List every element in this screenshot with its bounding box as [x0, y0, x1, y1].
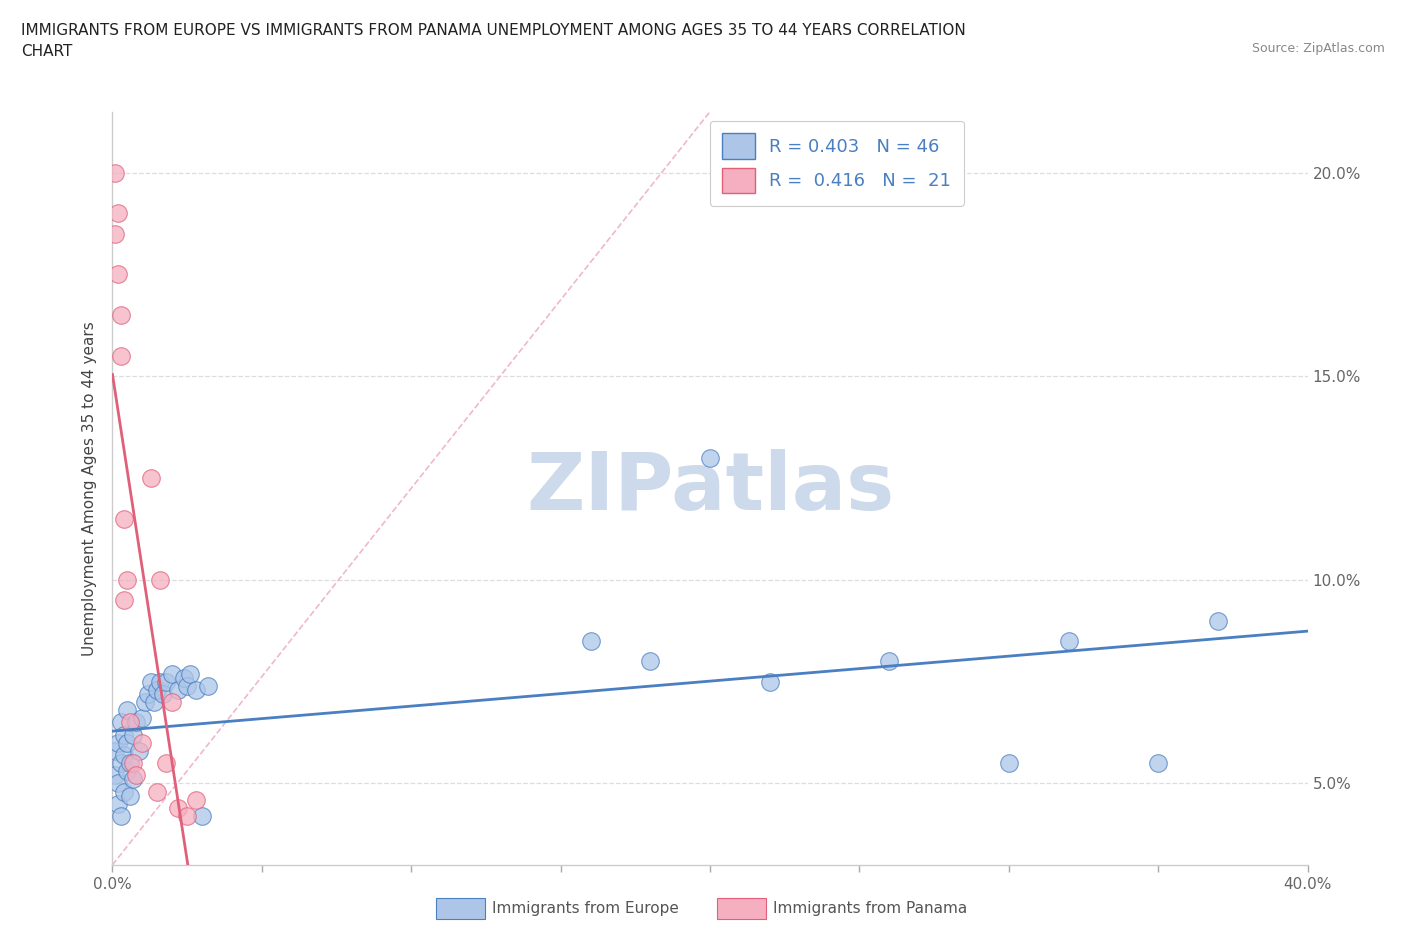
Point: [114, 592, 135, 607]
Point: [104, 166, 127, 180]
Point: [173, 671, 195, 685]
Point: [191, 808, 214, 823]
Point: [146, 683, 169, 698]
Point: [155, 674, 177, 689]
Point: [125, 715, 148, 730]
Point: [110, 308, 132, 323]
Point: [128, 743, 150, 758]
Point: [699, 450, 721, 465]
Point: [138, 686, 160, 701]
Point: [146, 784, 169, 799]
Point: [125, 768, 148, 783]
Point: [186, 792, 208, 807]
Point: [131, 736, 153, 751]
Point: [176, 678, 198, 693]
Point: [114, 784, 135, 799]
Point: [104, 226, 127, 241]
Point: [1206, 613, 1229, 628]
Point: [120, 756, 142, 771]
Point: [143, 695, 166, 710]
Point: [998, 756, 1021, 771]
Point: [176, 808, 198, 823]
Text: ZIPatlas: ZIPatlas: [526, 449, 894, 527]
Text: Immigrants from Europe: Immigrants from Europe: [492, 901, 679, 916]
Point: [640, 654, 662, 669]
Point: [879, 654, 901, 669]
Point: [149, 573, 172, 588]
Point: [122, 727, 145, 742]
Text: IMMIGRANTS FROM EUROPE VS IMMIGRANTS FROM PANAMA UNEMPLOYMENT AMONG AGES 35 TO 4: IMMIGRANTS FROM EUROPE VS IMMIGRANTS FRO…: [21, 23, 966, 60]
Point: [104, 768, 127, 783]
Point: [114, 512, 135, 526]
Text: Source: ZipAtlas.com: Source: ZipAtlas.com: [1251, 42, 1385, 55]
Point: [117, 573, 139, 588]
Point: [110, 349, 132, 364]
Point: [110, 715, 132, 730]
Point: [1057, 633, 1080, 648]
Point: [579, 633, 602, 648]
Point: [122, 772, 145, 787]
Point: [104, 743, 127, 758]
Point: [1147, 756, 1170, 771]
Point: [134, 695, 156, 710]
Point: [152, 686, 174, 701]
Point: [120, 789, 142, 804]
Point: [131, 711, 153, 725]
Point: [107, 736, 129, 751]
Point: [107, 206, 129, 220]
Point: [122, 756, 145, 771]
Point: [759, 674, 782, 689]
Point: [117, 703, 139, 718]
Point: [107, 796, 129, 811]
Legend: R = 0.403   N = 46, R =  0.416   N =  21: R = 0.403 N = 46, R = 0.416 N = 21: [710, 121, 965, 206]
Point: [110, 756, 132, 771]
Y-axis label: Unemployment Among Ages 35 to 44 years: Unemployment Among Ages 35 to 44 years: [82, 321, 97, 656]
Point: [141, 471, 163, 485]
Point: [120, 715, 142, 730]
Point: [141, 674, 163, 689]
Text: Immigrants from Panama: Immigrants from Panama: [773, 901, 967, 916]
Point: [155, 756, 177, 771]
Point: [107, 776, 129, 790]
Point: [197, 678, 219, 693]
Point: [110, 808, 132, 823]
Point: [167, 683, 190, 698]
Point: [107, 267, 129, 282]
Point: [162, 695, 183, 710]
Point: [117, 736, 139, 751]
Point: [167, 801, 190, 816]
Point: [114, 748, 135, 763]
Point: [117, 764, 139, 778]
Point: [179, 666, 201, 681]
Point: [114, 727, 135, 742]
Point: [149, 674, 172, 689]
Point: [162, 666, 183, 681]
Point: [186, 683, 208, 698]
